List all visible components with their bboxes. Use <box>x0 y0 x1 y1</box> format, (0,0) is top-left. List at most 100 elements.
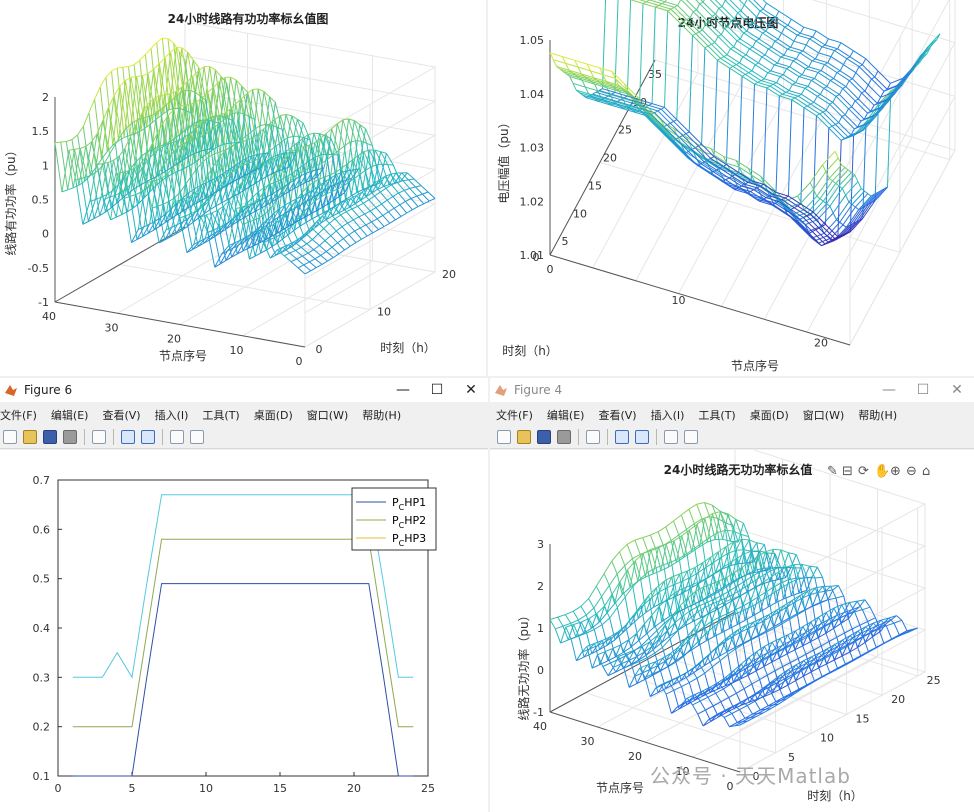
minimize-button[interactable]: — <box>396 382 410 398</box>
link-plot-icon[interactable] <box>92 430 106 444</box>
mesh-segment <box>770 571 779 578</box>
mesh-segment <box>608 95 621 101</box>
new-figure-icon[interactable] <box>3 430 17 444</box>
mesh-segment <box>622 639 629 653</box>
menu-insert[interactable]: 插入(I) <box>154 409 189 422</box>
link-plot-icon[interactable] <box>586 430 600 444</box>
mesh-segment <box>242 221 249 225</box>
mesh-segment <box>854 633 861 642</box>
mesh-segment <box>691 669 698 679</box>
mesh-segment <box>225 113 233 119</box>
colorbar-icon[interactable] <box>615 430 629 444</box>
rotate-icon[interactable]: ⟳ <box>858 464 869 479</box>
mesh-segment <box>717 34 722 37</box>
new-figure-icon[interactable] <box>497 430 511 444</box>
menu-view[interactable]: 查看(V) <box>598 409 637 422</box>
menu-desktop[interactable]: 桌面(D) <box>253 409 293 422</box>
mesh-segment <box>291 115 300 137</box>
mesh-segment <box>581 73 594 79</box>
mesh-segment <box>244 237 251 243</box>
x-axis-label: 节点序号 <box>596 780 644 795</box>
menu-tools[interactable]: 工具(T) <box>698 409 736 422</box>
save-icon[interactable] <box>43 430 57 444</box>
mesh-segment <box>152 117 159 123</box>
mesh-segment <box>409 186 416 189</box>
mesh-segment <box>266 173 273 177</box>
mesh-segment <box>371 188 378 194</box>
mesh-segment <box>684 577 691 593</box>
close-button[interactable]: ✕ <box>465 382 477 398</box>
mesh-segment <box>770 64 775 72</box>
mesh-segment <box>262 96 271 154</box>
zoom-in-icon[interactable]: ⊕ <box>890 464 901 479</box>
edit-plot-icon[interactable] <box>170 430 184 444</box>
legend-icon[interactable] <box>141 430 155 444</box>
legend-icon[interactable] <box>635 430 649 444</box>
menu-file[interactable]: 文件(F) <box>496 409 533 422</box>
grid-line <box>649 0 951 161</box>
menu-help[interactable]: 帮助(H) <box>858 409 898 422</box>
open-file-icon[interactable] <box>23 430 37 444</box>
mesh-segment <box>121 169 130 199</box>
maximize-button[interactable]: ☐ <box>916 382 930 398</box>
menu-desktop[interactable]: 桌面(D) <box>749 409 789 422</box>
menu-help[interactable]: 帮助(H) <box>362 409 402 422</box>
colorbar-icon[interactable] <box>121 430 135 444</box>
toolbar-separator <box>84 429 85 445</box>
mesh-segment <box>779 678 787 690</box>
mesh-segment <box>376 214 384 220</box>
mesh-segment <box>353 174 360 180</box>
menu-edit[interactable]: 编辑(E) <box>50 409 89 422</box>
zoom-out-icon[interactable]: ⊖ <box>906 464 917 479</box>
mesh-segment <box>831 646 838 654</box>
open-file-icon[interactable] <box>517 430 531 444</box>
property-inspector-icon[interactable] <box>190 430 204 444</box>
mesh-segment <box>768 48 781 58</box>
pan-icon[interactable]: ✋ <box>874 463 890 479</box>
mesh-segment <box>208 126 216 133</box>
mesh-segment <box>170 202 179 219</box>
mesh-segment <box>373 182 380 186</box>
mesh-segment <box>833 618 840 629</box>
property-inspector-icon[interactable] <box>684 430 698 444</box>
menu-tools[interactable]: 工具(T) <box>202 409 240 422</box>
mesh-segment <box>265 201 272 206</box>
mesh-segment <box>814 676 823 682</box>
edit-plot-icon[interactable] <box>664 430 678 444</box>
print-icon[interactable] <box>63 430 77 444</box>
menu-insert[interactable]: 插入(I) <box>650 409 685 422</box>
mesh-segment <box>231 244 240 258</box>
save-icon[interactable] <box>537 430 551 444</box>
maximize-button[interactable]: ☐ <box>430 382 444 398</box>
x-tick-label: 0 <box>727 780 734 793</box>
data-tips-icon[interactable]: ⊟ <box>842 464 853 479</box>
home-icon[interactable]: ⌂ <box>922 464 930 479</box>
mesh-segment <box>811 566 818 578</box>
mesh-segment <box>212 146 219 151</box>
mesh-segment <box>302 206 309 214</box>
mesh-segment <box>388 207 395 213</box>
menu-window[interactable]: 窗口(W) <box>802 409 845 422</box>
mesh-segment <box>743 0 748 6</box>
mesh-segment <box>814 72 819 79</box>
mesh-segment <box>334 214 341 220</box>
grid-line <box>592 0 699 269</box>
mesh-segment <box>591 81 604 86</box>
mesh-segment <box>638 110 652 115</box>
minimize-button[interactable]: — <box>882 382 896 398</box>
brush-icon[interactable]: ✎ <box>827 464 838 479</box>
print-icon[interactable] <box>557 430 571 444</box>
mesh-segment <box>880 617 889 621</box>
mesh-segment <box>61 150 70 192</box>
mesh-segment <box>737 619 746 626</box>
mesh-segment <box>116 177 125 204</box>
mesh-segment <box>858 202 873 221</box>
menu-edit[interactable]: 编辑(E) <box>546 409 585 422</box>
menu-view[interactable]: 查看(V) <box>102 409 141 422</box>
mesh-segment <box>846 637 853 646</box>
menu-file[interactable]: 文件(F) <box>0 409 37 422</box>
menu-window[interactable]: 窗口(W) <box>306 409 349 422</box>
mesh-segment <box>213 227 220 231</box>
mesh-segment <box>638 624 645 641</box>
close-button[interactable]: ✕ <box>951 382 963 398</box>
